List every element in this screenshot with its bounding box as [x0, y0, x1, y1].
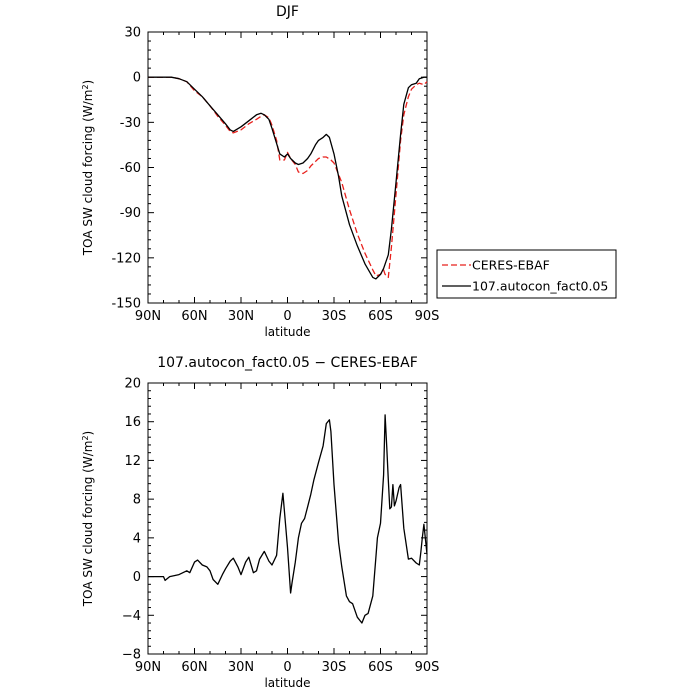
x-tick-label-0-5: 60S — [368, 309, 393, 324]
y-tick-label-0-0: 30 — [124, 26, 141, 41]
x-tick-label-1-3: 0 — [283, 660, 291, 675]
y-tick-label-1-0: 20 — [124, 377, 141, 392]
x-tick-label-0-6: 90S — [415, 309, 440, 324]
legend-box — [436, 249, 617, 299]
legend-label-0: CERES-EBAF — [472, 258, 550, 273]
y-tick-label-1-7: −8 — [122, 648, 141, 663]
y-tick-label-0-6: -150 — [111, 297, 141, 312]
y-tick-label-0-2: -30 — [120, 116, 141, 131]
x-tick-label-0-2: 30N — [228, 309, 254, 324]
y-tick-label-0-4: -90 — [120, 206, 141, 221]
y-tick-label-0-5: -120 — [111, 251, 141, 266]
y-tick-label-0-1: 0 — [133, 71, 141, 86]
y-axis-label-main: TOA SW cloud forcing (W/m — [81, 441, 95, 608]
x-tick-label-0-0: 90N — [135, 309, 161, 324]
x-tick-label-1-6: 90S — [415, 660, 440, 675]
y-tick-label-1-2: 12 — [124, 454, 141, 469]
y-axis-label-main: TOA SW cloud forcing (W/m — [81, 90, 95, 257]
y-axis-label-close: ) — [81, 80, 95, 85]
y-tick-label-1-1: 16 — [124, 415, 141, 430]
x-tick-label-1-0: 90N — [135, 660, 161, 675]
y-axis-label-0: TOA SW cloud forcing (W/m2) — [81, 80, 95, 256]
x-tick-label-1-1: 60N — [181, 660, 207, 675]
x-axis-label-1: latitude — [264, 676, 310, 690]
y-tick-label-1-6: −4 — [122, 609, 141, 624]
y-axis-label-close: ) — [81, 431, 95, 436]
series-line-0-1 — [148, 76, 427, 280]
series-line-0-0 — [148, 76, 428, 279]
y-tick-label-1-3: 8 — [133, 493, 141, 508]
chart-title-1: 107.autocon_fact0.05 − CERES-EBAF — [157, 355, 418, 371]
series-line-1-0 — [148, 414, 428, 624]
chart-title-0: DJF — [276, 4, 299, 20]
x-tick-label-1-5: 60S — [368, 660, 393, 675]
y-axis-label-superscript: 2 — [81, 435, 90, 440]
x-axis-label-0: latitude — [264, 325, 310, 339]
y-axis-label-superscript: 2 — [81, 84, 90, 89]
x-tick-label-1-2: 30N — [228, 660, 254, 675]
x-tick-label-0-4: 30S — [322, 309, 347, 324]
x-tick-label-0-3: 0 — [283, 309, 291, 324]
x-tick-label-1-4: 30S — [322, 660, 347, 675]
y-tick-label-0-3: -60 — [120, 161, 141, 176]
legend-label-1: 107.autocon_fact0.05 — [472, 279, 608, 294]
x-tick-label-0-1: 60N — [181, 309, 207, 324]
y-tick-label-1-4: 4 — [133, 531, 141, 546]
y-tick-label-1-5: 0 — [133, 570, 141, 585]
y-axis-label-1: TOA SW cloud forcing (W/m2) — [81, 431, 95, 607]
